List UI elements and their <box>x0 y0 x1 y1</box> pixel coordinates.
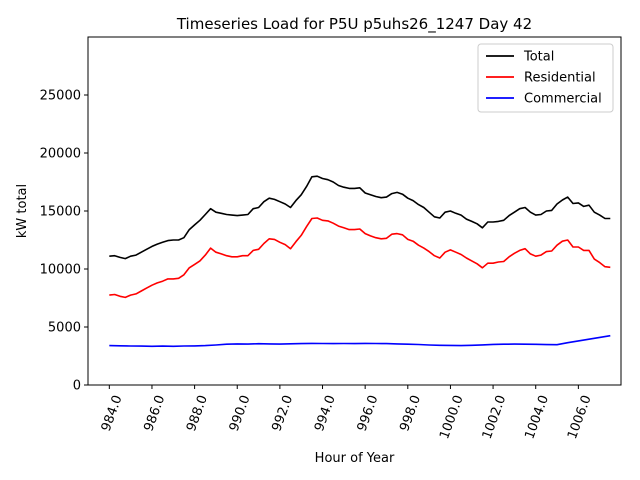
legend-label-residential: Residential <box>524 71 596 86</box>
y-tick-label: 10000 <box>40 263 81 278</box>
x-tick-label: 1004.0 <box>522 393 552 441</box>
chart-title: Timeseries Load for P5U p5uhs26_1247 Day… <box>176 15 532 34</box>
series-line-total <box>109 175 611 260</box>
series-line-commercial <box>109 334 611 348</box>
legend-label-commercial: Commercial <box>524 92 602 107</box>
x-tick-label: 992.0 <box>269 393 296 433</box>
legend-label-total: Total <box>523 50 554 65</box>
x-tick-label: 998.0 <box>397 393 424 433</box>
y-tick-label: 0 <box>73 379 81 394</box>
x-tick-label: 984.0 <box>99 393 126 433</box>
y-tick-label: 5000 <box>48 321 81 336</box>
x-tick-label: 996.0 <box>355 393 382 433</box>
series-layer <box>109 175 611 348</box>
y-tick-label: 15000 <box>40 205 81 220</box>
x-axis-label: Hour of Year <box>315 451 395 466</box>
y-tick-label: 25000 <box>40 89 81 104</box>
series-line-residential <box>109 217 611 299</box>
y-axis-label: kW total <box>15 184 30 238</box>
x-axis: 984.0 986.0 988.0 990.0 992.0 994.0 996.0 998.0… <box>99 385 595 441</box>
x-tick-label: 1000.0 <box>437 393 467 441</box>
y-axis: 0 5000 10000 15000 20000 25000 <box>40 89 88 394</box>
x-tick-label: 986.0 <box>141 393 168 433</box>
y-tick-label: 20000 <box>40 147 81 162</box>
legend-box <box>477 43 614 113</box>
x-tick-label: 1006.0 <box>565 393 595 441</box>
legend: Total Residential Commercial <box>477 43 614 113</box>
x-tick-label: 994.0 <box>312 393 339 433</box>
x-tick-label: 988.0 <box>184 393 211 433</box>
x-tick-label: 1002.0 <box>480 393 510 441</box>
x-tick-label: 990.0 <box>227 393 254 433</box>
